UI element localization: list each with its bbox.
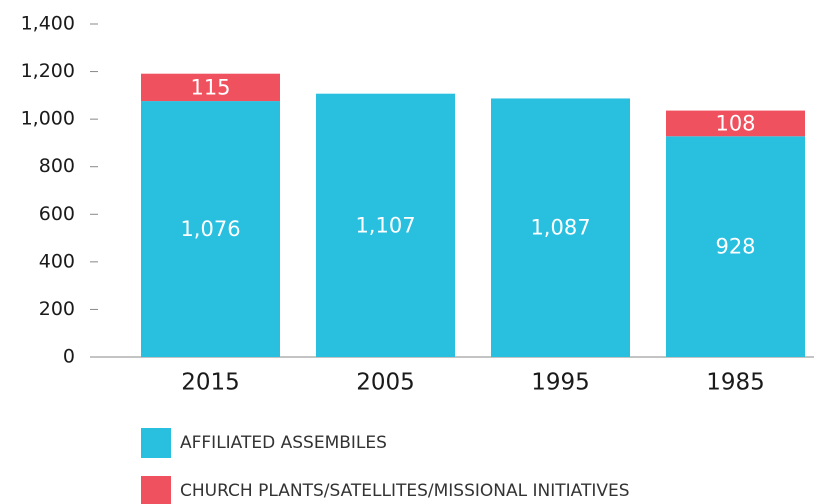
bar-segment	[666, 136, 805, 357]
value-label: 108	[715, 111, 755, 135]
y-tick-label: 600	[39, 203, 75, 225]
value-label: 115	[190, 75, 230, 99]
x-tick-label: 1995	[531, 370, 590, 396]
bar-segment	[141, 101, 280, 358]
bar-segment	[666, 110, 805, 137]
value-label: 1,076	[180, 217, 240, 241]
legend-label: AFFILIATED ASSEMBILES	[180, 433, 387, 453]
y-tick-label: 400	[39, 250, 75, 272]
bar-segment	[141, 73, 280, 102]
y-tick-label: 1,400	[21, 13, 75, 35]
y-tick-label: 1,200	[21, 60, 75, 82]
value-label: 928	[715, 235, 755, 259]
x-tick-label: 1985	[706, 370, 765, 396]
legend-swatch	[141, 428, 171, 458]
y-tick-label: 800	[39, 155, 75, 177]
y-tick-label: 1,000	[21, 108, 75, 130]
x-tick-label: 2005	[356, 370, 415, 396]
x-tick-label: 2015	[181, 370, 240, 396]
bar-segment	[316, 93, 455, 358]
legend-swatch	[141, 476, 171, 504]
y-tick-label: 200	[39, 298, 75, 320]
value-label: 1,107	[355, 213, 415, 237]
y-tick-label: 0	[63, 346, 75, 368]
value-label: 1,087	[530, 216, 590, 240]
legend-label: CHURCH PLANTS/SATELLITES/MISSIONAL INITI…	[180, 481, 630, 501]
bar-segment	[491, 98, 630, 358]
